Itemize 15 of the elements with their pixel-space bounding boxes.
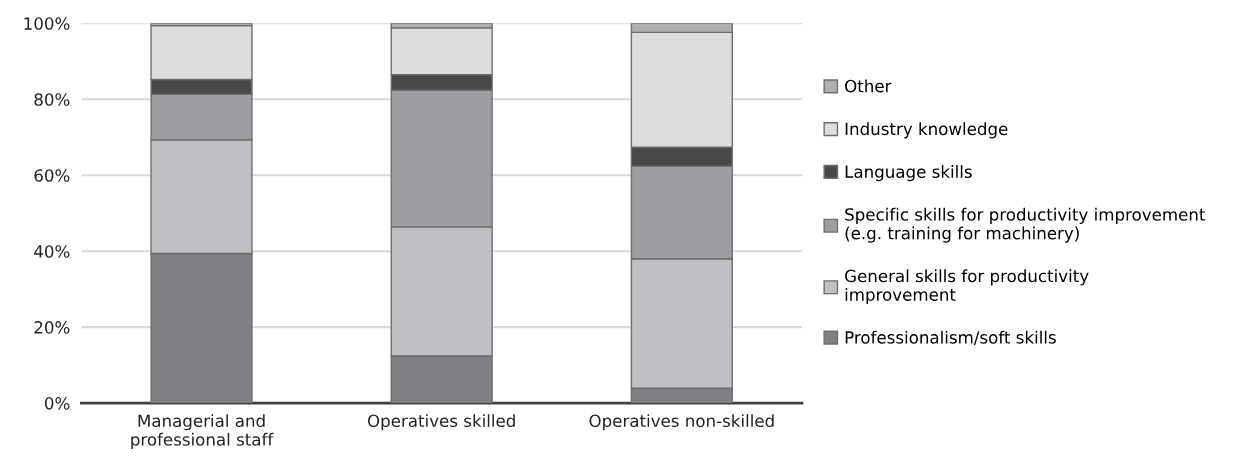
y-tick-label: 0%	[44, 397, 70, 410]
legend-label: Specific skills for productivity improvement (e.g. training for machinery)	[845, 207, 1206, 243]
y-tick-label: 60%	[34, 169, 70, 182]
y-tick-label: 80%	[34, 93, 70, 106]
legend-label: Language skills	[845, 165, 972, 182]
legend-label: Other	[845, 79, 892, 93]
y-tick-label: 20%	[34, 321, 70, 334]
x-tick-label: Operatives skilled	[367, 414, 515, 431]
x-tick-label: Operatives non-skilled	[589, 414, 774, 431]
legend-label: Professionalism/soft skills	[845, 330, 1056, 345]
y-tick-label: 40%	[34, 245, 70, 258]
legend-label: General skills for productivity improvement	[845, 269, 1089, 305]
y-tick-label: 100%	[24, 17, 70, 30]
legend-label: Industry knowledge	[845, 122, 1008, 139]
x-tick-label: Managerial and professional staff	[131, 414, 274, 449]
